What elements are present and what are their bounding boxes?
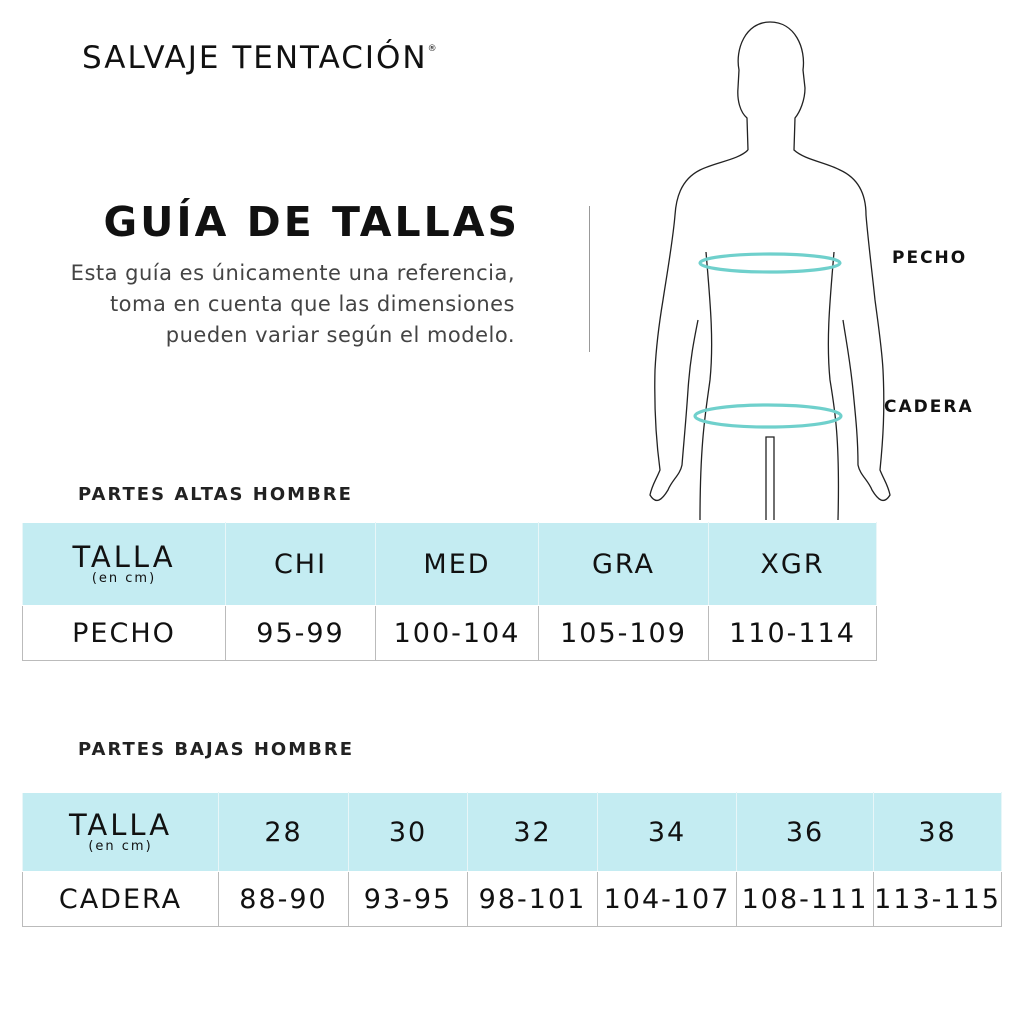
value-cell: 110-114 <box>708 605 877 661</box>
hip-measure-line <box>693 403 843 429</box>
talla-label: TALLA <box>68 807 173 842</box>
value-cell: 100-104 <box>375 605 539 661</box>
size-cell: 34 <box>597 792 737 872</box>
unit-label: (en cm) <box>91 570 157 586</box>
body-figure-illustration <box>649 21 891 520</box>
tops-size-table: TALLA (en cm) CHI MED GRA XGR PECHO 95-99… <box>22 522 877 661</box>
header-cell: TALLA (en cm) <box>22 792 219 872</box>
tops-section-title: PARTES ALTAS HOMBRE <box>78 484 353 505</box>
table-row: PECHO 95-99 100-104 105-109 110-114 <box>22 605 877 661</box>
value-cell: 104-107 <box>597 871 737 927</box>
chest-measure-line <box>698 252 842 274</box>
brand-name: SALVAJE TENTACIÓN <box>82 40 428 76</box>
registered-mark: ® <box>427 44 437 54</box>
bottoms-section-title: PARTES BAJAS HOMBRE <box>78 739 354 760</box>
size-cell: GRA <box>538 522 709 606</box>
header-cell: TALLA (en cm) <box>22 522 226 606</box>
size-cell: 32 <box>467 792 598 872</box>
value-cell: 105-109 <box>538 605 709 661</box>
size-cell: XGR <box>708 522 877 606</box>
bottoms-size-table: TALLA (en cm) 28 30 32 34 36 38 CADERA 88… <box>22 792 1002 927</box>
value-cell: 98-101 <box>467 871 598 927</box>
value-cell: 93-95 <box>348 871 468 927</box>
value-cell: 108-111 <box>736 871 874 927</box>
talla-label: TALLA <box>72 539 176 574</box>
table-row: CADERA 88-90 93-95 98-101 104-107 108-11… <box>22 871 1002 927</box>
value-cell: 95-99 <box>225 605 376 661</box>
row-label: PECHO <box>22 605 226 661</box>
size-cell: 28 <box>218 792 349 872</box>
value-cell: 88-90 <box>218 871 349 927</box>
table-header-row: TALLA (en cm) CHI MED GRA XGR <box>22 522 877 606</box>
measure-lines <box>693 252 843 429</box>
description: Esta guía es únicamente una referencia, … <box>70 261 515 347</box>
size-cell: CHI <box>225 522 376 606</box>
page-title: GUÍA DE TALLAS <box>103 198 520 246</box>
size-cell: 36 <box>736 792 874 872</box>
table-header-row: TALLA (en cm) 28 30 32 34 36 38 <box>22 792 1002 872</box>
size-cell: 38 <box>873 792 1002 872</box>
size-cell: MED <box>375 522 539 606</box>
hip-label: CADERA <box>884 397 974 417</box>
unit-label: (en cm) <box>88 838 153 854</box>
size-cell: 30 <box>348 792 468 872</box>
chest-label: PECHO <box>892 248 968 268</box>
divider <box>589 206 590 352</box>
row-label: CADERA <box>22 871 219 927</box>
value-cell: 113-115 <box>873 871 1002 927</box>
brand-logo: SALVAJE TENTACIÓN® <box>82 40 437 76</box>
